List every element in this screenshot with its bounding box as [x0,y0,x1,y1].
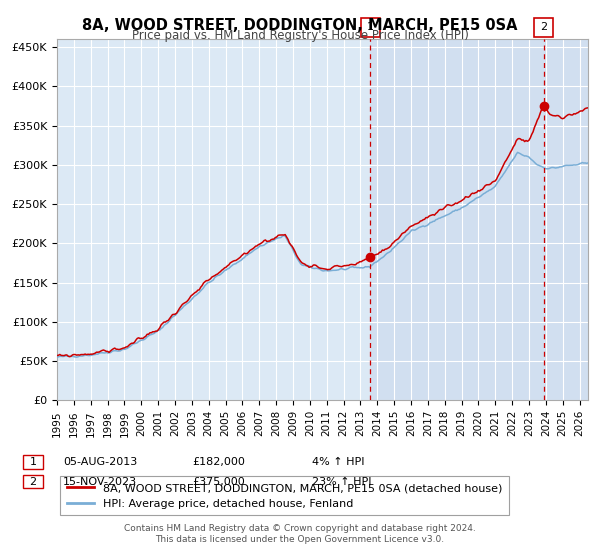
Text: Contains HM Land Registry data © Crown copyright and database right 2024.: Contains HM Land Registry data © Crown c… [124,524,476,533]
FancyBboxPatch shape [534,17,553,38]
Legend: 8A, WOOD STREET, DODDINGTON, MARCH, PE15 0SA (detached house), HPI: Average pric: 8A, WOOD STREET, DODDINGTON, MARCH, PE15… [60,477,509,515]
Text: 1: 1 [29,457,37,467]
Text: Price paid vs. HM Land Registry's House Price Index (HPI): Price paid vs. HM Land Registry's House … [131,29,469,42]
FancyBboxPatch shape [361,17,380,38]
Text: 05-AUG-2013: 05-AUG-2013 [63,457,137,467]
Text: £375,000: £375,000 [192,477,245,487]
Text: £182,000: £182,000 [192,457,245,467]
Text: 4% ↑ HPI: 4% ↑ HPI [312,457,365,467]
Text: 8A, WOOD STREET, DODDINGTON, MARCH, PE15 0SA: 8A, WOOD STREET, DODDINGTON, MARCH, PE15… [82,18,518,33]
Text: 2: 2 [540,22,547,32]
Text: 1: 1 [367,22,374,32]
Text: This data is licensed under the Open Government Licence v3.0.: This data is licensed under the Open Gov… [155,535,445,544]
Text: 23% ↑ HPI: 23% ↑ HPI [312,477,371,487]
Text: 15-NOV-2023: 15-NOV-2023 [63,477,137,487]
Bar [370,39,588,400]
Text: 2: 2 [29,477,37,487]
